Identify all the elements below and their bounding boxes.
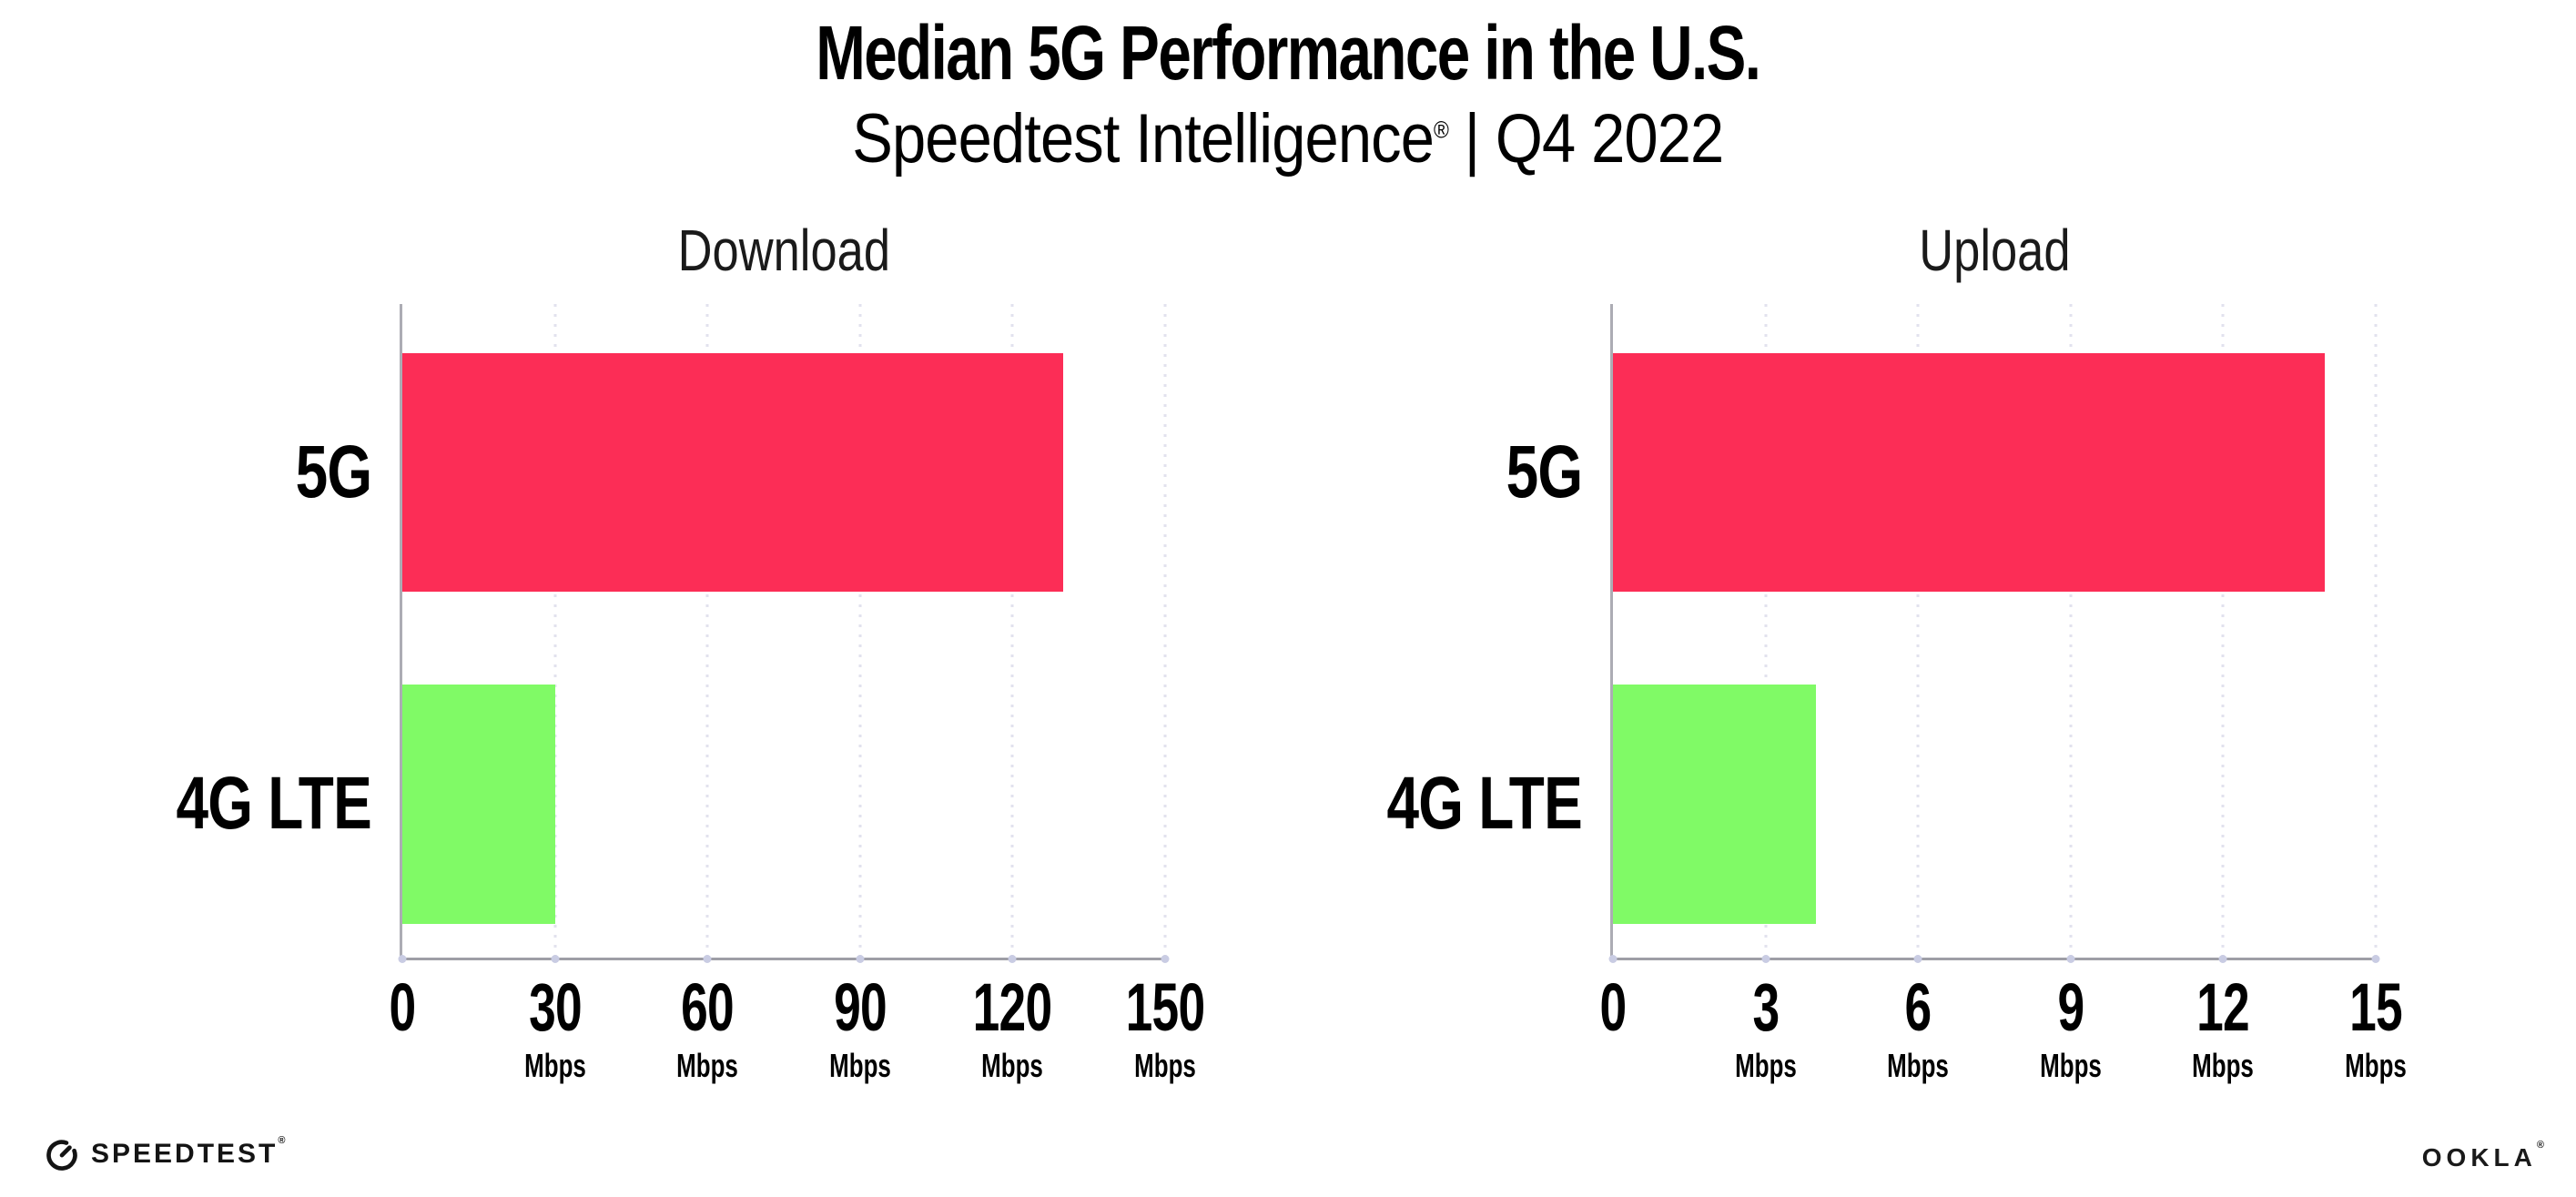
chart-title: Download [677,218,890,283]
gridline [705,304,709,958]
axis-tick-dot [856,955,865,963]
ookla-logo: OOKLA® [2421,1140,2549,1172]
x-tick-unit: Mbps [2192,1046,2255,1084]
x-tick-value: 120 [973,969,1052,1045]
registered-mark: ® [278,1135,289,1146]
x-tick-value: 30 [528,969,583,1045]
axis-tick-dot [2218,955,2227,963]
row-label-5g: 5G [1506,431,1583,514]
axis-tick-dot [398,955,407,963]
row-label-5g: 5G [295,431,372,514]
axis-tick-dot [2371,955,2380,963]
axis-tick-dot [1913,955,1922,963]
x-tick-label: 12 Mbps [2193,972,2308,1085]
x-tick-label: 0 [1600,972,1649,1043]
x-tick-label: 60 Mbps [676,972,793,1085]
x-tick-label: 90 Mbps [829,972,946,1085]
row-label-4g-lte: 4G LTE [1386,762,1583,846]
axis-tick-dot [1161,955,1170,963]
bar-4g-lte-download [402,684,555,924]
y-axis-line [1610,304,1613,960]
gridline [1916,304,1920,958]
gridline [2374,304,2378,958]
page-subtitle: Speedtest Intelligence® | Q4 2022 [0,99,2576,178]
x-tick-value: 9 [2057,969,2084,1045]
speedtest-wordmark: SPEEDTEST® [91,1135,289,1169]
axis-tick-dot [703,955,712,963]
x-axis: 0 3 Mbps 6 Mbps 9 Mbps 12 Mbps 15 Mbps [1600,958,2407,1121]
x-tick-value: 6 [1904,969,1932,1045]
x-tick-value: 150 [1125,969,1205,1045]
x-axis: 0 30 Mbps 60 Mbps 90 Mbps 120 Mbps 150 Mbps [390,958,1206,1121]
bar-4g-lte-upload [1613,684,1817,924]
plot-area [1608,304,2380,963]
axis-tick-dot [551,955,560,963]
subtitle-quarter: | Q4 2022 [1448,100,1725,178]
speedtest-gauge-icon [46,1140,77,1171]
x-tick-label: 3 Mbps [1735,972,1851,1085]
plot-area [398,304,1170,963]
gridline [2069,304,2073,958]
x-tick-unit: Mbps [1734,1046,1797,1084]
x-tick-unit: Mbps [2039,1046,2102,1084]
row-label-4g-lte: 4G LTE [176,762,372,846]
x-tick-unit: Mbps [2345,1046,2407,1084]
ookla-wordmark: OOKLA® [2421,1140,2549,1172]
gridline [553,304,557,958]
chart-title: Upload [1918,218,2071,283]
registered-mark: ® [1434,116,1449,144]
x-tick-value: 3 [1752,969,1780,1045]
gridline [1163,304,1167,958]
axis-tick-dot [1761,955,1770,963]
axis-tick-dot [1008,955,1017,963]
y-axis-line [400,304,402,960]
x-tick-value: 60 [681,969,735,1045]
gridline [858,304,862,958]
speedtest-logo: SPEEDTEST® [44,1135,289,1172]
gridline [1764,304,1768,958]
x-tick-unit: Mbps [523,1046,586,1084]
x-tick-value: 15 [2349,969,2403,1045]
axis-tick-dot [1608,955,1618,963]
y-labels: 5G 4G LTE [177,304,1165,958]
registered-mark: ® [2536,1140,2549,1151]
x-axis-line [400,958,1165,960]
x-tick-value: 12 [2196,969,2250,1045]
x-tick-unit: Mbps [828,1046,891,1084]
x-tick-unit: Mbps [1887,1046,1950,1084]
x-tick-label: 9 Mbps [2040,972,2156,1085]
x-tick-label: 30 Mbps [524,972,641,1085]
chart-upload: Upload 5G 4G LTE 0 3 Mbps 6 Mbps 9 Mbps 12 Mbps 15… [1387,218,2407,1084]
chart-download: Download 5G 4G LTE 0 30 Mbps 60 Mbps 90 Mbps 120… [177,218,1206,1084]
y-labels: 5G 4G LTE [1387,304,2376,958]
bar-5g-download [402,352,1064,592]
subtitle-brand: Speedtest Intelligence [852,100,1435,178]
x-tick-unit: Mbps [1134,1046,1196,1084]
gridline [1010,304,1014,958]
header: Median 5G Performance in the U.S. Speedt… [0,0,2576,178]
bar-5g-upload [1613,352,2326,592]
x-tick-label: 0 [390,972,439,1043]
axis-tick-dot [2066,955,2075,963]
x-tick-unit: Mbps [676,1046,739,1084]
x-tick-unit: Mbps [981,1046,1044,1084]
page-title: Median 5G Performance in the U.S. [816,10,1761,96]
x-tick-label: 15 Mbps [2345,972,2461,1085]
x-tick-label: 150 Mbps [1126,972,1274,1085]
x-tick-value: 0 [1599,969,1628,1045]
x-axis-line [1610,958,2376,960]
x-tick-value: 90 [833,969,887,1045]
x-tick-label: 120 Mbps [973,972,1121,1085]
gridline [2221,304,2225,958]
x-tick-label: 6 Mbps [1887,972,2003,1085]
x-tick-value: 0 [389,969,417,1045]
